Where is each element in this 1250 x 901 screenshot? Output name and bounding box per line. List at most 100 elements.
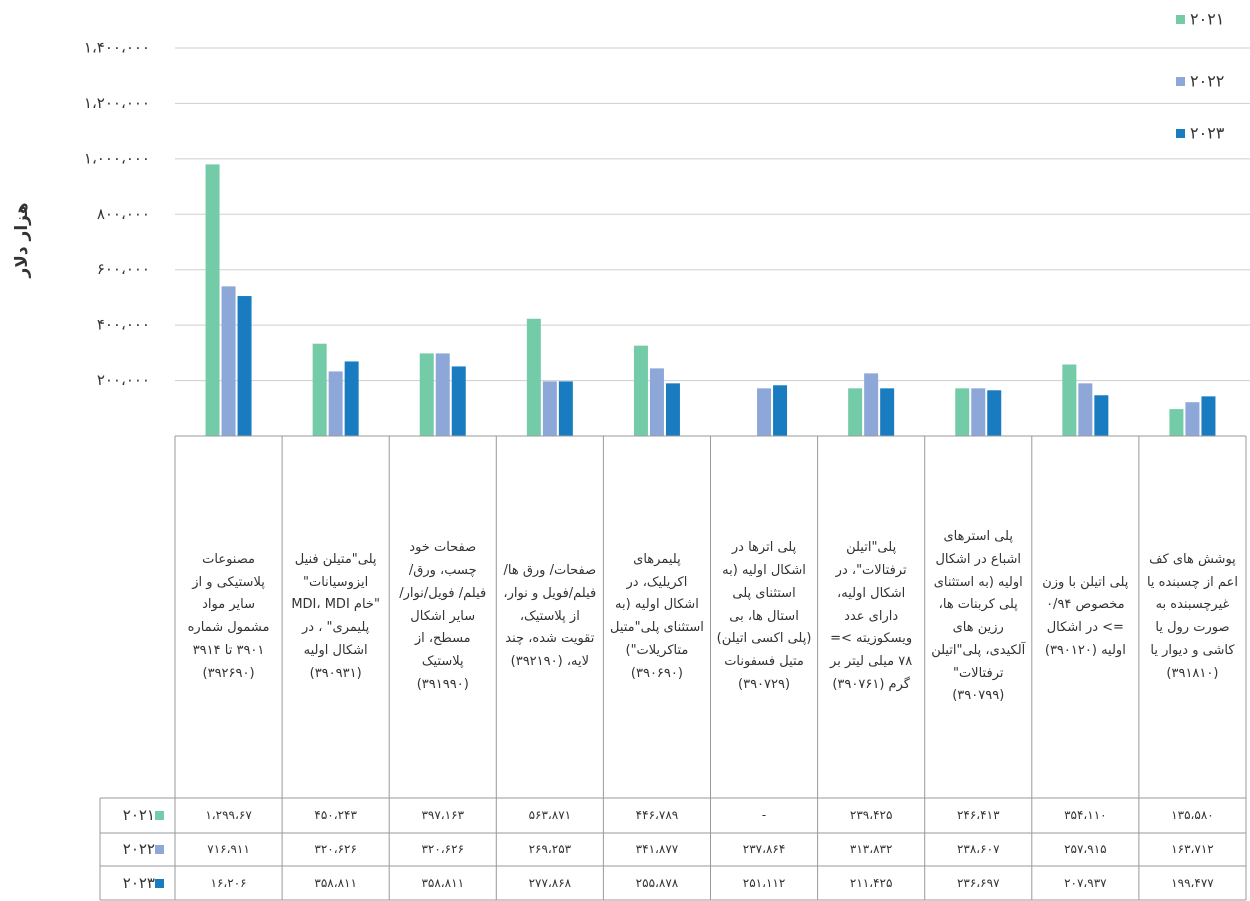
table-value-text: ۲۱۱،۴۲۵: [849, 875, 893, 890]
bar: [526, 318, 541, 436]
table-value-text: ۲۴۶،۴۱۳: [956, 808, 1000, 822]
bar: [419, 353, 434, 436]
bar: [649, 368, 664, 436]
table-value-text: ۳۲۰،۶۲۶: [314, 842, 357, 856]
table-value-text: ۴۴۶،۷۸۹: [635, 808, 679, 822]
y-tick-label: ۴۰۰،۰۰۰: [97, 316, 150, 334]
bar: [1185, 402, 1200, 436]
table-value-text: ۱۹۹،۴۷۷: [1171, 875, 1214, 890]
table-value: ۲۳۹،۴۲۵: [818, 798, 925, 833]
bar: [328, 371, 343, 436]
table-value-text: ۳۴۱،۸۷۷: [635, 842, 679, 856]
bar: [773, 385, 788, 436]
row-year: ۲۰۲۳: [122, 873, 155, 892]
bar: [542, 381, 557, 436]
table-value-text: ۱۳۵،۵۸۰: [1171, 808, 1214, 822]
table-value-text: ۲۳۸،۶۰۷: [956, 842, 1000, 856]
table-value-text: ۴۵۰،۲۴۳: [314, 808, 357, 822]
table-value: ۳۵۸،۸۱۱: [389, 866, 496, 900]
table-value: ۳۵۸،۸۱۱: [282, 866, 389, 900]
bar: [880, 388, 895, 436]
bar: [955, 388, 970, 436]
y-tick-label: ۱،۰۰۰،۰۰۰: [84, 149, 150, 167]
table-value-text: -: [761, 808, 767, 822]
table-value-text: ۳۵۴،۱۱۰: [1064, 808, 1107, 822]
legend-swatch: [1176, 129, 1185, 138]
table-value: ۲۵۱،۱۱۲: [711, 866, 818, 900]
table-value-text: ۲۶۹،۲۵۳: [528, 842, 572, 856]
table-value-text: ۲۳۶،۶۹۷: [956, 875, 1000, 890]
table-value: ۲۵۷،۹۱۵: [1032, 833, 1139, 866]
table-value: ۴۴۶،۷۸۹: [603, 798, 710, 833]
row-swatch: [155, 878, 164, 888]
table-value: ۲۳۷،۸۶۴: [711, 833, 818, 866]
table-value-text: ۲۷۷،۸۶۸: [528, 875, 572, 890]
table-row-label: ۲۰۲۲: [100, 833, 175, 866]
bar: [1078, 383, 1093, 436]
row-swatch: [155, 845, 164, 854]
y-tick-label: ۱،۲۰۰،۰۰۰: [84, 94, 150, 112]
category-cell: پلی استرهای اشباع در اشکال اولیه (به است…: [925, 436, 1032, 798]
category-cell-text: پلی استرهای اشباع در اشکال اولیه (به است…: [931, 529, 1026, 704]
category-cell-text: پلیمرهای اکریلیک، در اشکال اولیه (به است…: [609, 551, 704, 681]
category-cell-text: مصنوعات پلاستیکی و از سایر مواد مشمول شم…: [187, 551, 270, 681]
bar: [344, 361, 359, 436]
category-cell-text: پوشش های کف اعم از چسبنده یا غیرچسبنده ب…: [1146, 551, 1238, 681]
category-cell-text: صفحات/ ورق ها/ فیلم/فویل و نوار، از پلاس…: [503, 563, 597, 670]
table-value-text: ۳۹۷،۱۶۳: [421, 808, 465, 822]
table-value: ۲۷۷،۸۶۸: [496, 866, 603, 900]
table-value: ۳۴۱،۸۷۷: [603, 833, 710, 866]
table-value-text: ۳۲۰،۶۲۶: [421, 842, 465, 856]
table-value-text: ۱،۲۹۹،۶۷: [205, 808, 252, 822]
bar: [987, 390, 1002, 436]
category-cell: مصنوعات پلاستیکی و از سایر مواد مشمول شم…: [175, 436, 282, 798]
table-value-text: ۷۱۶،۹۱۱: [207, 842, 250, 856]
table-value: ۲۶۹،۲۵۳: [496, 833, 603, 866]
table-value-text: ۲۳۹،۴۲۵: [849, 808, 893, 822]
bar: [237, 296, 252, 436]
table-value-text: ۳۵۸،۸۱۱: [314, 875, 357, 890]
row-year: ۲۰۲۱: [122, 806, 155, 825]
category-cell-text: پلی"متیلن فنیل ایزوسیانات" "خام MDI، MDI…: [291, 551, 380, 681]
table-value-text: ۲۰۷،۹۳۷: [1064, 875, 1107, 890]
y-tick-label: ۲۰۰،۰۰۰: [97, 371, 150, 389]
category-cell: پلی اتیلن با وزن مخصوص ۰/۹۴ => در اشکال …: [1032, 436, 1139, 798]
category-cell: پلی اترها در اشکال اولیه (به استثنای پلی…: [711, 436, 818, 798]
table-value-text: ۲۵۷،۹۱۵: [1064, 842, 1107, 856]
y-tick-label: ۸۰۰،۰۰۰: [97, 205, 150, 223]
category-cell: صفحات خود چسب، ورق/فیلم/ فویل/نوار/ سایر…: [389, 436, 496, 798]
table-value: ۱۳۵،۵۸۰: [1139, 798, 1246, 833]
category-cell: پلیمرهای اکریلیک، در اشکال اولیه (به است…: [603, 436, 710, 798]
category-cell: پلی"متیلن فنیل ایزوسیانات" "خام MDI، MDI…: [282, 436, 389, 798]
table-value: -: [711, 798, 818, 833]
bar: [633, 345, 648, 436]
category-cell-text: پلی اتیلن با وزن مخصوص ۰/۹۴ => در اشکال …: [1042, 574, 1129, 658]
bar: [757, 388, 772, 436]
table-value: ۱۶،۲۰۶: [175, 866, 282, 900]
table-value: ۵۶۳،۸۷۱: [496, 798, 603, 833]
table-value: ۲۰۷،۹۳۷: [1032, 866, 1139, 900]
bar: [1201, 396, 1216, 436]
legend-label: ۲۰۲۱: [1190, 10, 1224, 29]
table-value: ۳۱۳،۸۳۲: [818, 833, 925, 866]
bar: [971, 388, 986, 436]
table-value-text: ۱۶۳،۷۱۲: [1171, 842, 1214, 856]
bar: [451, 366, 466, 436]
table-value: ۲۵۵،۸۷۸: [603, 866, 710, 900]
category-cell-text: صفحات خود چسب، ورق/فیلم/ فویل/نوار/ سایر…: [399, 540, 487, 692]
table-value-text: ۵۶۳،۸۷۱: [528, 808, 572, 822]
table-value: ۷۱۶،۹۱۱: [175, 833, 282, 866]
y-axis-label: هزار دلار: [12, 202, 32, 278]
bar: [205, 164, 220, 436]
bar: [1094, 395, 1109, 436]
legend-swatch: [1176, 77, 1185, 86]
bar: [221, 286, 236, 436]
legend-label: ۲۰۲۳: [1190, 124, 1225, 143]
bar: [312, 343, 327, 436]
category-cell-text: پلی اترها در اشکال اولیه (به استثنای پلی…: [716, 540, 812, 692]
table-value-text: ۲۵۵،۸۷۸: [635, 875, 679, 890]
y-tick-label: ۶۰۰،۰۰۰: [97, 260, 150, 278]
table-value: ۳۲۰،۶۲۶: [389, 833, 496, 866]
